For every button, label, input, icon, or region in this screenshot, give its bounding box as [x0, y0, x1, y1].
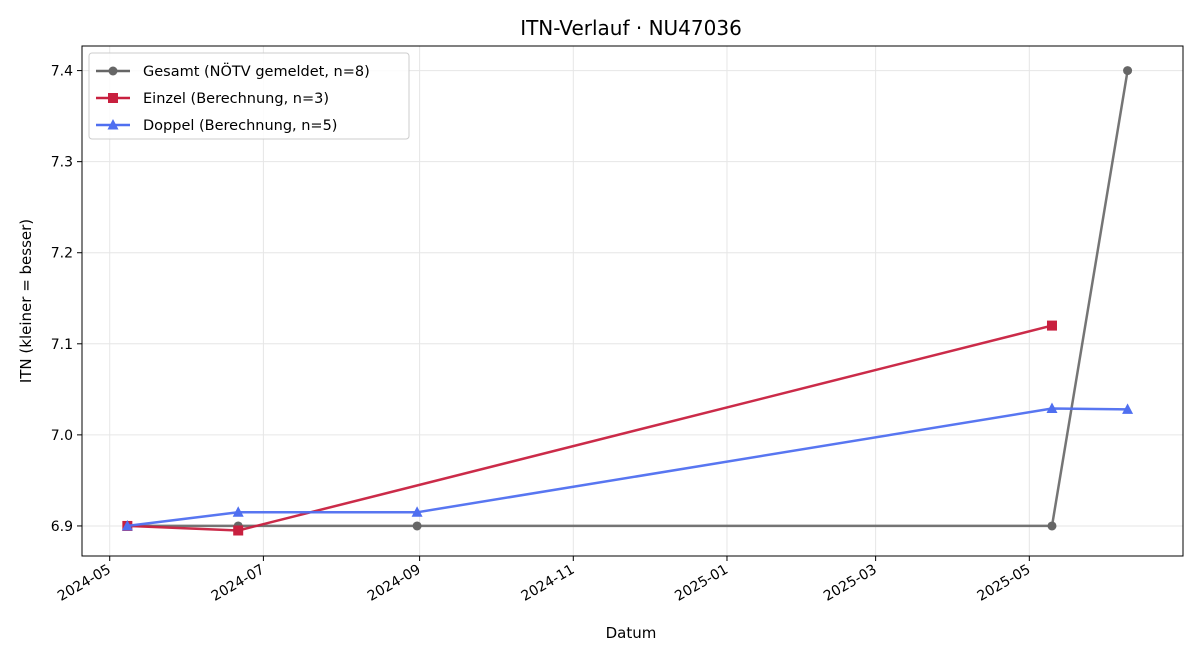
y-tick-label: 7.1 — [51, 337, 73, 353]
series-1 — [122, 66, 1133, 531]
series-group — [121, 66, 1134, 536]
y-tick-label: 7.0 — [51, 428, 73, 444]
x-tick-label: 2024-05 — [55, 562, 114, 605]
series-3-point — [411, 506, 423, 517]
x-tick-label: 2024-09 — [365, 562, 424, 605]
x-tick-label: 2024-07 — [209, 562, 268, 605]
x-tick-label: 2025-01 — [672, 562, 731, 605]
series-2-point — [1046, 320, 1057, 331]
x-tick-label: 2025-03 — [821, 562, 880, 605]
series-3-point — [1122, 403, 1134, 414]
series-1-point — [1123, 66, 1133, 76]
series-3-point — [1046, 402, 1058, 413]
legend-swatch-marker — [108, 93, 118, 103]
y-axis-ticks: 6.9 7.0 7.1 7.2 7.3 7.4 — [51, 64, 82, 535]
series-2-line — [127, 324, 1053, 532]
legend-label: Gesamt (NÖTV gemeldet, n=8) — [143, 62, 370, 80]
series-3-point — [232, 506, 244, 517]
plot-frame — [81, 45, 1184, 557]
legend-swatch-marker — [107, 119, 119, 130]
y-tick-label: 7.2 — [51, 246, 73, 262]
y-axis-label: ITN (kleiner = besser) — [17, 219, 35, 383]
y-tick-label: 6.9 — [51, 519, 73, 535]
y-tick-label: 7.3 — [51, 155, 73, 171]
series-1-point — [1047, 521, 1057, 531]
series-3-point — [121, 519, 133, 531]
chart-title: ITN-Verlauf · NU47036 — [520, 16, 742, 40]
x-axis-label: Datum — [606, 624, 657, 642]
x-axis-ticks: 2024-05 2024-07 2024-09 2024-11 2025-01 2025-… — [55, 556, 1033, 605]
legend-box — [88, 52, 410, 140]
legend-label: Doppel (Berechnung, n=5) — [143, 118, 337, 134]
series-2-point — [233, 525, 244, 536]
series-2 — [122, 320, 1057, 536]
series-1-point — [412, 521, 422, 531]
legend-label: Einzel (Berechnung, n=3) — [143, 91, 329, 107]
x-tick-label: 2024-11 — [519, 562, 578, 605]
legend: Gesamt (NÖTV gemeldet, n=8) Einzel (Berec… — [88, 52, 410, 140]
y-tick-label: 7.4 — [51, 64, 73, 80]
grid — [82, 46, 1183, 556]
legend-swatch-marker — [108, 66, 118, 76]
series-3-line — [127, 407, 1128, 528]
x-tick-label: 2025-05 — [975, 562, 1034, 605]
series-3 — [121, 402, 1134, 531]
